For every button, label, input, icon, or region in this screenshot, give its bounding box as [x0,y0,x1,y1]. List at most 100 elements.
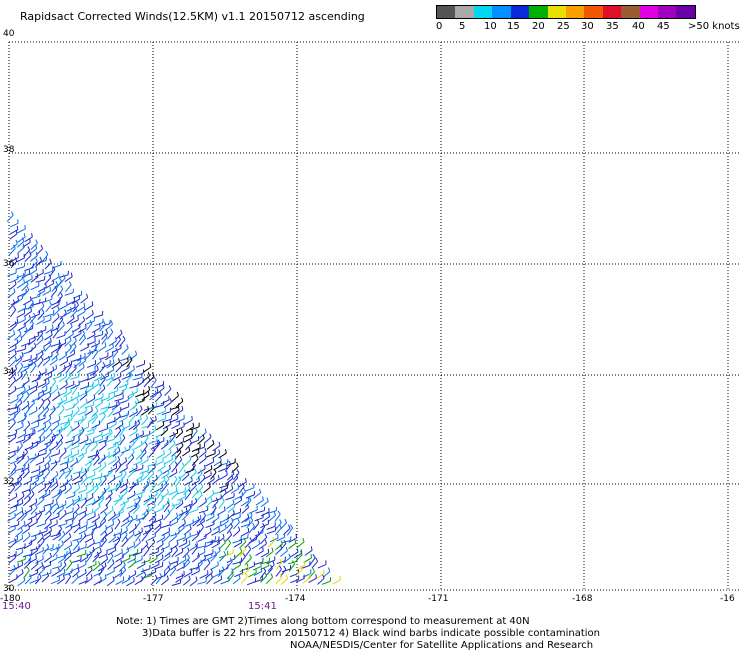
wind-barb-flag [237,469,239,472]
wind-barb [115,394,123,397]
wind-barb [60,451,66,457]
wind-barb-flag [237,463,239,467]
wind-barb-flag [278,511,280,514]
wind-barb [16,267,25,270]
wind-barb-flag [27,405,29,408]
wind-barb [18,581,25,586]
wind-barb-flag [219,442,220,446]
wind-barb-flag [127,479,128,483]
wind-barb [70,568,78,572]
wind-barb-flag [140,415,141,419]
wind-barb-flag [65,339,66,343]
wind-barb [77,312,85,317]
wind-barb [78,320,85,326]
wind-barb [67,354,75,358]
wind-barb [70,377,79,380]
wind-barb [9,578,17,582]
wind-barb-flag [106,555,107,559]
wind-barb-flag [77,540,79,544]
wind-barb [239,538,248,540]
wind-barb-flag [136,434,137,438]
wind-barb-flag [61,562,62,566]
wind-barb-flag [280,566,282,570]
wind-barb-flag [21,363,23,366]
wind-barb [36,320,44,324]
wind-barb-flag [44,507,45,511]
wind-barb-flag [119,379,121,383]
wind-barb-flag [163,548,164,552]
wind-barb [170,517,177,522]
wind-barb-flag [85,475,87,479]
wind-barb-flag [42,533,44,537]
wind-barb-flag [113,344,114,348]
wind-barb-flag [48,463,49,467]
wind-barb-flag [232,485,233,489]
wind-barb [312,561,318,568]
wind-barb [151,578,157,585]
wind-barb [184,434,192,437]
wind-barb [58,524,67,526]
wind-barb-flag [271,574,273,578]
wind-barb [10,525,19,527]
wind-barb-flag [86,399,87,403]
wind-barb-flag [102,399,103,403]
wind-barb-flag [111,553,113,556]
wind-barb-flag [65,510,66,514]
wind-barb [318,564,326,568]
wind-barb [99,578,106,583]
wind-barb [156,544,163,549]
wind-barb [23,500,30,506]
wind-barb-flag [189,456,191,460]
wind-barb [184,572,192,577]
wind-barb-flag [77,574,79,578]
wind-barb-flag [213,513,214,517]
wind-barb-flag [295,539,296,543]
wind-barb [108,489,117,492]
wind-barb [220,488,228,493]
wind-barb-flag [39,394,40,398]
wind-barb-flag [24,451,25,455]
wind-barb-flag [164,450,165,454]
wind-barb-flag [219,570,220,574]
wind-barb [66,496,75,499]
wind-barb [170,407,179,410]
wind-barb [15,531,22,537]
wind-barb [105,355,113,360]
wind-barb [88,525,96,529]
wind-barb [161,579,168,585]
wind-barb [185,443,191,450]
wind-barb-flag [50,287,51,291]
wind-barb-flag [94,539,95,543]
wind-barb-flag [57,385,58,389]
wind-barb [106,494,113,500]
wind-barb-flag [160,573,162,577]
wind-barb-flag [31,299,33,302]
wind-barb-flag [167,475,169,478]
wind-barb [59,409,65,416]
wind-barb [245,558,251,565]
wind-barb [16,356,23,362]
wind-barb [50,382,55,389]
wind-barb-flag [171,548,172,552]
wind-barb [50,445,57,450]
wind-barb-flag [196,455,198,459]
wind-barb-flag [225,507,226,511]
wind-barb-flag [163,421,164,425]
wind-barb [44,523,51,529]
wind-barb-flag [124,567,126,571]
wind-barb-flag [59,568,60,572]
wind-barb [170,565,177,570]
wind-barb-flag [323,575,324,579]
wind-barb-flag [58,313,59,317]
wind-barb [42,573,51,576]
wind-barb-flag [29,385,30,389]
wind-barb [192,557,199,563]
wind-barb-flag [233,500,234,504]
wind-barb-flag [87,554,88,558]
wind-barb [15,340,22,346]
wind-barb-flag [66,381,67,385]
wind-barb-flag [119,462,121,465]
wind-barb-flag [224,551,226,555]
wind-barb [233,565,241,570]
